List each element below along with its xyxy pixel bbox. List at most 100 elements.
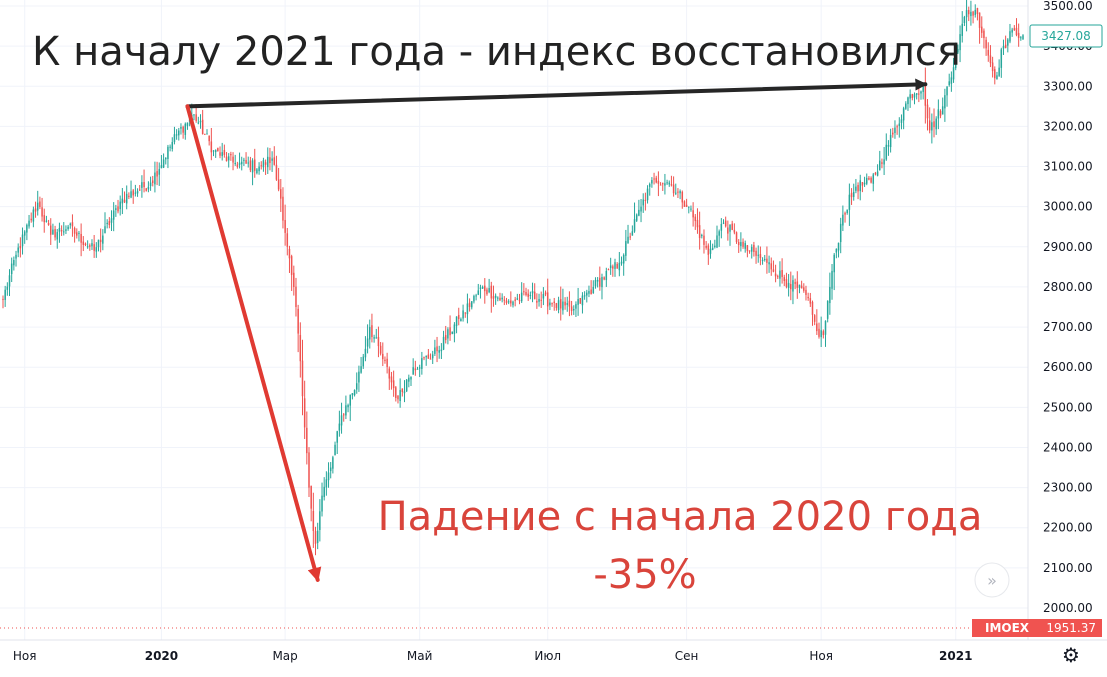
price-axis[interactable]: 2000.00 2100.00 2200.00 2300.00 2400.00 2500.…: [1027, 0, 1093, 640]
time-axis[interactable]: Ноя 2020 Мар Май Июл Сен Ноя 2021: [0, 639, 1107, 663]
candle-body: [987, 49, 990, 56]
candle-body: [460, 319, 462, 322]
y-tick-label: 2100.00: [1043, 561, 1093, 575]
candle-body: [952, 67, 955, 80]
candle-body: [473, 295, 475, 302]
candle: [785, 272, 788, 289]
candle-body: [896, 126, 898, 128]
candle-body: [447, 329, 449, 339]
candle: [1022, 34, 1024, 40]
candle-body: [596, 279, 599, 282]
candle: [824, 320, 827, 347]
candle: [249, 156, 252, 173]
candle: [620, 256, 623, 266]
candle: [438, 345, 440, 359]
candle-body: [607, 269, 610, 271]
candle: [351, 393, 354, 400]
candle-body: [23, 231, 26, 236]
candle: [779, 261, 781, 287]
scroll-to-realtime-button[interactable]: »: [974, 562, 1010, 598]
candle: [885, 133, 888, 161]
candle-body: [360, 366, 362, 373]
candle-body: [410, 376, 412, 380]
candle: [284, 204, 286, 246]
candle: [78, 230, 80, 242]
candle: [746, 245, 749, 258]
candle-body: [922, 86, 924, 92]
candle-body: [852, 191, 855, 197]
candle: [570, 300, 573, 316]
candle: [974, 4, 977, 18]
candle: [314, 526, 317, 556]
candle: [722, 219, 725, 225]
y-tick-label: 2600.00: [1043, 360, 1093, 374]
candle-body: [974, 9, 977, 15]
candle-body: [338, 423, 341, 431]
candle: [301, 339, 304, 416]
candle: [831, 263, 833, 300]
candle-body: [464, 312, 467, 314]
gear-icon: ⚙: [1062, 643, 1080, 667]
candle-body: [236, 164, 239, 167]
candle: [169, 144, 171, 152]
candle-body: [694, 216, 697, 222]
candle: [540, 291, 542, 308]
candle-body: [588, 291, 590, 294]
candle-body: [744, 243, 746, 249]
candle: [102, 229, 104, 251]
candle: [842, 205, 844, 232]
candle: [143, 169, 145, 193]
candle-body: [138, 189, 141, 191]
candle: [737, 239, 740, 253]
candle-body: [787, 282, 790, 288]
candle-body: [366, 338, 369, 347]
candle: [297, 304, 299, 353]
candle-body: [481, 286, 484, 289]
candle: [54, 225, 56, 241]
chart-settings-button[interactable]: ⚙: [1062, 643, 1080, 667]
candle: [360, 357, 362, 374]
ticker-value: 1951.37: [1046, 621, 1096, 635]
y-tick-label: 2200.00: [1043, 521, 1093, 535]
candle-body: [763, 258, 766, 260]
candle: [727, 220, 729, 241]
y-tick-label: 3300.00: [1043, 79, 1093, 93]
candle-body: [601, 277, 603, 288]
candle-body: [167, 146, 169, 159]
candle-body: [655, 177, 657, 183]
candle: [182, 125, 184, 139]
candle-body: [527, 293, 529, 297]
candle: [887, 140, 890, 156]
candle: [156, 161, 158, 186]
candle-body: [685, 204, 688, 207]
candle-body: [614, 262, 616, 269]
candle: [870, 176, 872, 184]
candle-body: [499, 297, 501, 301]
x-tick-label: Ноя: [13, 649, 37, 663]
candle: [492, 285, 495, 307]
candle: [557, 296, 560, 314]
candle-body: [1007, 39, 1009, 46]
candle: [67, 224, 69, 231]
candle-body: [247, 162, 249, 164]
candle-body: [594, 279, 597, 287]
candle-body: [998, 67, 1000, 76]
candle-body: [342, 414, 345, 416]
candle: [742, 238, 744, 249]
candle-body: [117, 206, 119, 212]
candle-body: [939, 111, 942, 116]
recovery-annotation: К началу 2021 года - индекс восстановилс…: [32, 29, 961, 75]
candle: [807, 292, 809, 301]
candle: [978, 12, 981, 44]
candle: [1011, 27, 1013, 37]
candle-body: [967, 10, 970, 15]
candle: [447, 327, 449, 345]
candle-body: [462, 310, 464, 319]
candle-body: [675, 192, 677, 194]
candle: [130, 180, 132, 199]
candle-body: [280, 189, 282, 199]
candle: [698, 211, 701, 250]
candle-body: [961, 23, 963, 36]
candle: [987, 42, 990, 62]
